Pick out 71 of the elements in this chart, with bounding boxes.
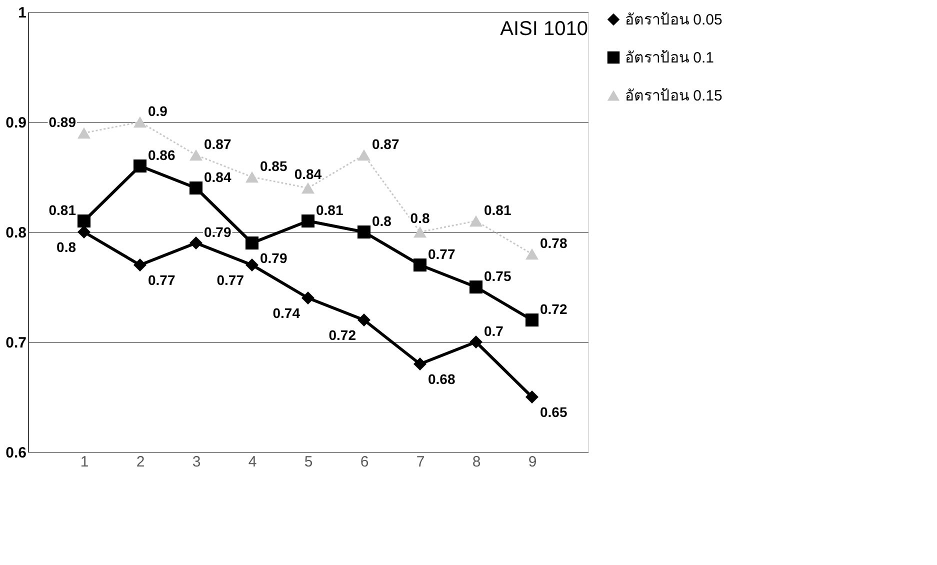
y-tick-label: 0.8 (6, 224, 26, 242)
x-tick-label: 7 (416, 454, 425, 470)
point (413, 226, 427, 238)
data-label: 0.81 (48, 202, 76, 218)
point (133, 258, 147, 272)
x-tick-label: 1 (80, 454, 89, 470)
point (357, 313, 371, 327)
data-label: 0.87 (204, 136, 232, 152)
data-label: 0.72 (540, 301, 568, 317)
point (301, 182, 315, 194)
data-label: 0.79 (204, 224, 232, 240)
point (413, 357, 427, 371)
data-label: 0.87 (372, 136, 400, 152)
data-label: 0.84 (294, 166, 322, 182)
point (469, 335, 483, 349)
point (245, 171, 259, 183)
point (189, 149, 203, 161)
data-label: 0.68 (428, 371, 456, 387)
data-label: 0.78 (540, 235, 568, 251)
data-label: 0.86 (148, 147, 176, 163)
chart-title: AISI 1010 (500, 18, 588, 40)
data-label: 0.79 (260, 250, 288, 266)
data-label: 0.74 (272, 305, 300, 321)
y-tick-label: 0.9 (6, 114, 26, 132)
data-label: 0.84 (204, 169, 232, 185)
x-tick-label: 5 (304, 454, 313, 470)
point (525, 313, 539, 327)
data-label: 0.77 (148, 272, 176, 288)
point (469, 215, 483, 227)
point (77, 127, 91, 139)
legend-label: อัตราป้อน 0.15 (625, 88, 722, 104)
legend-label: อัตราป้อน 0.1 (625, 50, 714, 66)
point (189, 236, 203, 250)
point (245, 258, 259, 272)
data-label: 0.85 (260, 158, 288, 174)
data-label: 0.75 (484, 268, 512, 284)
x-tick-label: 4 (248, 454, 257, 470)
data-label: 0.77 (428, 246, 456, 262)
data-label: 0.89 (48, 114, 76, 130)
x-tick-label: 6 (360, 454, 369, 470)
point (77, 214, 91, 228)
data-label: 0.7 (484, 323, 504, 339)
point (301, 291, 315, 305)
y-tick-label: 0.7 (6, 334, 26, 352)
point (301, 214, 315, 228)
data-label: 0.8 (56, 239, 76, 255)
data-label: 0.9 (148, 103, 168, 119)
data-label: 0.72 (328, 327, 356, 343)
point (245, 236, 259, 250)
point (413, 258, 427, 272)
x-tick-label: 2 (136, 454, 145, 470)
x-tick-label: 3 (192, 454, 201, 470)
data-label: 0.8 (372, 213, 392, 229)
data-label: 0.81 (484, 202, 512, 218)
point (525, 390, 539, 404)
point (469, 280, 483, 294)
point (133, 159, 147, 173)
point (525, 248, 539, 260)
data-label: 0.8 (410, 210, 430, 226)
data-label: 0.77 (216, 272, 244, 288)
point (189, 181, 203, 195)
legend-label: อัตราป้อน 0.05 (625, 12, 722, 28)
point (133, 116, 147, 128)
data-label: 0.81 (316, 202, 344, 218)
data-label: 0.65 (540, 404, 568, 420)
y-tick-label: 1 (18, 4, 26, 22)
point (357, 149, 371, 161)
x-tick-label: 9 (528, 454, 537, 470)
y-tick-label: 0.6 (6, 444, 26, 462)
point (357, 225, 371, 239)
x-tick-label: 8 (472, 454, 481, 470)
